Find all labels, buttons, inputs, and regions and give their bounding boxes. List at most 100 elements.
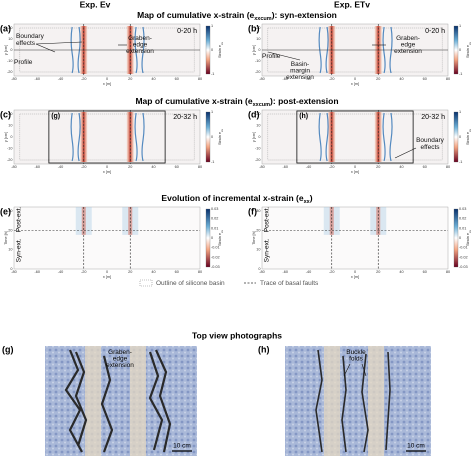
x-tick-label: 60 bbox=[175, 270, 179, 274]
colorbar bbox=[205, 111, 211, 163]
colorbar-tick-label: 0.01 bbox=[211, 226, 218, 230]
time-label: 20-32 h bbox=[421, 114, 445, 121]
header: Exp. Ev bbox=[80, 0, 111, 9]
graben-strip bbox=[324, 346, 340, 456]
header: Exp. ETv bbox=[334, 0, 370, 9]
y-tick-label: 20 bbox=[8, 26, 12, 30]
colorbar-tick-label: 0.02 bbox=[459, 217, 466, 221]
annotation-line: effects bbox=[420, 144, 440, 151]
title-part: Evolution of incremental x-strain (e bbox=[161, 193, 303, 203]
x-tick-label: -20 bbox=[329, 77, 335, 81]
colorbar-label-part: Strain e bbox=[466, 45, 470, 58]
arrow bbox=[267, 51, 301, 61]
x-tick-label: 20 bbox=[376, 165, 380, 169]
annotation-line: Boundary bbox=[16, 33, 45, 40]
x-axis-label: x [m] bbox=[103, 170, 111, 174]
title-part: ) bbox=[310, 193, 313, 203]
colorbar-tick-label: 0 bbox=[211, 48, 213, 52]
y-tick-label: -20 bbox=[255, 158, 261, 162]
section-title: Map of cumulative x-strain (exxcum): pos… bbox=[135, 96, 338, 108]
x-tick-label: 0 bbox=[354, 77, 356, 81]
strain-trace bbox=[325, 112, 329, 162]
strain-trace bbox=[141, 112, 145, 162]
phase-label: Post-ext. bbox=[264, 206, 271, 232]
annotation: Profile bbox=[14, 59, 33, 66]
y-tick-label: 10 bbox=[256, 124, 260, 128]
strain-smear bbox=[81, 207, 86, 235]
x-axis-label: x [m] bbox=[103, 275, 111, 279]
x-tick-label: -80 bbox=[259, 77, 265, 81]
strain-trace bbox=[77, 26, 81, 74]
legend: Outline of silicone basin Trace of basal… bbox=[139, 279, 319, 287]
colorbar-tick-label: 0.03 bbox=[211, 207, 218, 211]
x-tick-label: -60 bbox=[35, 165, 41, 169]
colorbar-label-part: Strain e bbox=[466, 132, 470, 145]
annotation-line: folds bbox=[349, 355, 363, 362]
annotation-line: extension bbox=[106, 362, 134, 369]
y-tick-label: 10 bbox=[8, 124, 12, 128]
panel-bg bbox=[261, 109, 449, 165]
x-tick-label: 80 bbox=[446, 77, 450, 81]
panel-label: (f) bbox=[248, 206, 257, 216]
colorbar-label-sub: xx bbox=[220, 229, 224, 233]
annotation-line: Profile bbox=[14, 59, 33, 66]
y-tick-label: 0 bbox=[258, 267, 260, 271]
strain-smear bbox=[128, 207, 133, 235]
strain-trace bbox=[70, 112, 74, 162]
x-tick-label: -20 bbox=[329, 270, 335, 274]
inset-box bbox=[48, 110, 166, 164]
colorbar-tick-label: 1 bbox=[211, 110, 213, 114]
x-tick-label: -80 bbox=[11, 270, 17, 274]
annotation-line: extension bbox=[126, 48, 154, 55]
title-part: ): post-extension bbox=[270, 96, 338, 106]
colorbar-tick-label: 0 bbox=[211, 236, 213, 240]
colorbar-tick-label: -1 bbox=[211, 72, 214, 76]
colorbar bbox=[205, 208, 211, 268]
y-tick-label: 0 bbox=[10, 267, 12, 271]
y-tick-label: 10 bbox=[8, 37, 12, 41]
x-tick-label: 40 bbox=[399, 77, 403, 81]
x-tick-label: -20 bbox=[329, 165, 335, 169]
panel: Post-ext. Syn-ext. 30 20 10 0 Time [h] -80 -60 -4… bbox=[0, 206, 224, 279]
title-sub: xx bbox=[304, 199, 311, 205]
title-part: Map of cumulative x-strain (e bbox=[137, 10, 254, 20]
strain-band bbox=[328, 112, 336, 162]
strain-trace bbox=[318, 112, 322, 162]
arrow bbox=[35, 43, 56, 53]
graben-strip bbox=[85, 346, 101, 456]
strain-trace bbox=[325, 26, 329, 74]
strain-trace bbox=[389, 26, 393, 74]
annotation-line: edge bbox=[113, 355, 128, 362]
y-tick-label: 30 bbox=[8, 209, 12, 213]
colorbar-tick-label: -1 bbox=[459, 160, 462, 164]
strain-band bbox=[80, 112, 88, 162]
y-tick-label: -10 bbox=[7, 147, 13, 151]
y-tick-label: 20 bbox=[8, 228, 12, 232]
colorbar-tick-label: 0 bbox=[459, 48, 461, 52]
x-axis-label: x [m] bbox=[351, 170, 359, 174]
panel-bg bbox=[13, 206, 201, 270]
strain-band bbox=[374, 112, 382, 162]
colorbar-tick-label: -0.01 bbox=[459, 246, 468, 250]
y-axis-label: y [cm] bbox=[252, 132, 256, 142]
x-tick-label: 80 bbox=[198, 165, 202, 169]
y-tick-label: -20 bbox=[7, 70, 13, 74]
legend-label: Outline of silicone basin bbox=[156, 280, 225, 287]
x-tick-label: 20 bbox=[376, 77, 380, 81]
y-axis-label: y [cm] bbox=[252, 45, 256, 55]
colorbar-label: Strain exx bbox=[218, 128, 224, 145]
annotation: Graben-edge extension bbox=[126, 35, 154, 55]
photo-h: (h) Buckle folds 10 cm bbox=[258, 344, 431, 456]
x-tick-label: -80 bbox=[11, 77, 17, 81]
colorbar-label-part: Strain e bbox=[218, 132, 222, 145]
x-tick-label: -60 bbox=[283, 165, 289, 169]
strain-trace bbox=[389, 112, 393, 162]
title-sub: xxcum bbox=[253, 102, 271, 108]
annotation-line: edge bbox=[133, 41, 148, 48]
annotation: Boundary effects bbox=[416, 137, 445, 151]
inset-label: (g) bbox=[51, 113, 60, 120]
x-tick-label: 0 bbox=[106, 77, 108, 81]
panel-label: (h) bbox=[258, 344, 270, 354]
phase-label: Post-ext. bbox=[16, 206, 23, 232]
